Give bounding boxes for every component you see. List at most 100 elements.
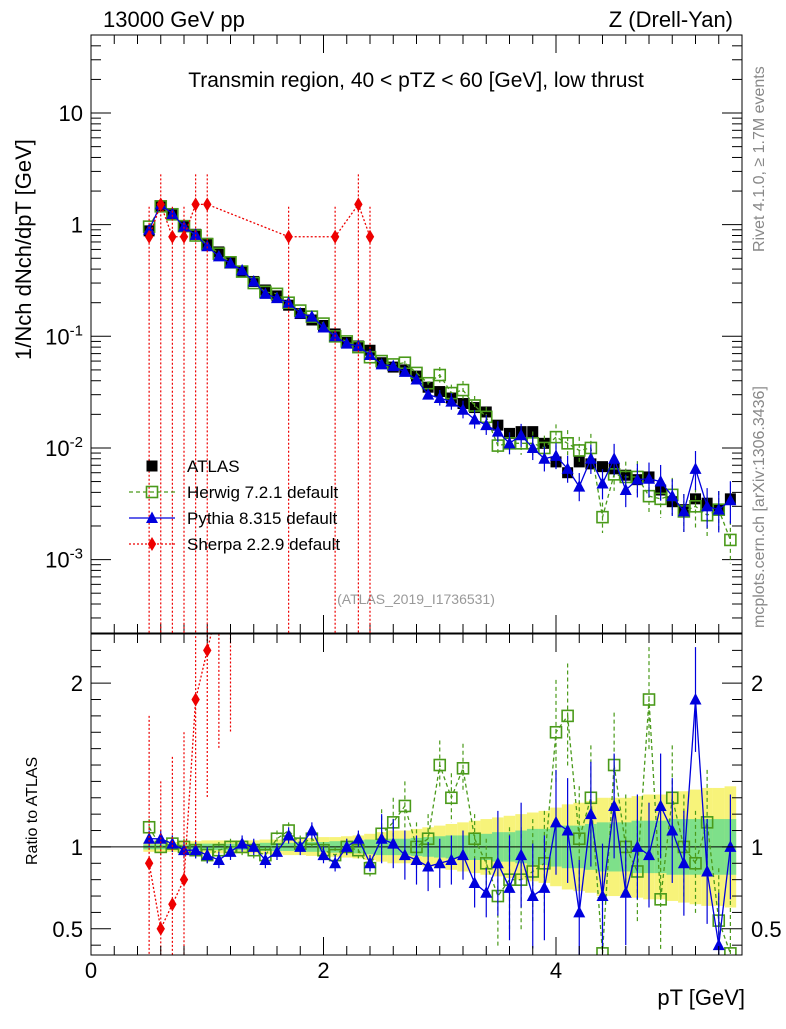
ratio-point-sherpa [144, 856, 154, 871]
ratio-point-pythia [294, 840, 307, 852]
ratio-point-pythia [677, 856, 690, 869]
ratio-point-pythia [189, 843, 202, 856]
point-pythia [224, 256, 237, 269]
point-pythia [526, 441, 539, 453]
point-pythia [584, 452, 597, 464]
ratio-point-pythia [515, 848, 528, 861]
ratio-point-herwig [724, 947, 737, 955]
x-tick-label: 2 [317, 958, 329, 983]
point-pythia [689, 462, 702, 474]
ratio-point-herwig [572, 832, 586, 846]
ratio-point-pythia [422, 860, 435, 872]
point-pythia [189, 228, 202, 240]
point-pythia [201, 239, 214, 252]
ratio-line-sherpa [148, 634, 212, 931]
top-ticks: 10 1 10-1 10-2 10-3 [45, 34, 743, 633]
ratio-point-pythia [538, 881, 551, 893]
legend-label-sherpa: Sherpa 2.2.9 default [187, 535, 340, 554]
ratio-point-herwig [654, 893, 667, 906]
ratio-point-pythia [410, 853, 423, 866]
series-sherpa [144, 174, 375, 633]
point-herwig [724, 533, 737, 547]
ratio-point-herwig [433, 758, 447, 772]
ratio-point-pythia [561, 824, 574, 836]
y-tick-label: 10-2 [45, 434, 83, 461]
y-axis-label-top: 1/Nch dNch/dpT [GeV] [11, 139, 36, 360]
ratio-point-pythia [631, 840, 644, 852]
ratio-point-sherpa [179, 872, 189, 887]
ratio-series [142, 634, 737, 955]
ratio-point-herwig [642, 693, 656, 706]
point-pythia [619, 483, 632, 496]
point-atlas [422, 381, 434, 393]
ratio-point-pythia [247, 840, 260, 852]
point-pythia [352, 339, 365, 351]
ratio-point-pythia [468, 876, 481, 888]
ratio-point-pythia [526, 889, 539, 902]
y-tick-label: 10-1 [45, 322, 83, 349]
point-pythia [596, 477, 609, 489]
mcplots-label: mcplots.cern.ch [arXiv:1306.3436] [751, 386, 768, 628]
ratio-point-pythia [387, 837, 400, 849]
point-pythia [398, 365, 411, 377]
point-pythia [468, 412, 481, 425]
legend-label-herwig: Herwig 7.2.1 default [187, 483, 338, 502]
ratio-point-pythia [340, 840, 353, 852]
ratio-point-pythia [503, 881, 516, 893]
ratio-point-pythia [619, 886, 632, 898]
point-herwig [561, 437, 574, 450]
point-pythia [561, 462, 574, 474]
ratio-point-pythia [724, 840, 737, 852]
ratio-point-pythia [201, 848, 214, 861]
point-pythia [677, 504, 690, 517]
point-pythia [573, 480, 586, 492]
ratio-point-herwig [398, 799, 412, 813]
ratio-point-pythia [212, 853, 225, 866]
ratio-point-pythia [701, 864, 714, 877]
chart-title: Transmin region, 40 < pTZ < 60 [GeV], lo… [188, 69, 644, 92]
point-pythia [515, 428, 528, 441]
point-pythia [410, 373, 423, 385]
ratio-point-sherpa [156, 921, 165, 936]
y-tick-label: 10-3 [45, 546, 83, 573]
ratio-point-pythia [666, 824, 679, 836]
ratio-point-pythia [236, 837, 249, 849]
point-sherpa [284, 229, 293, 244]
ratio-point-herwig [456, 761, 470, 775]
top-series [142, 174, 737, 633]
ratio-point-pythia [259, 853, 272, 866]
point-herwig [433, 368, 447, 382]
point-herwig [689, 500, 702, 513]
header-left: 13000 GeV pp [103, 7, 245, 32]
main-panel: Transmin region, 40 < pTZ < 60 [GeV], lo… [11, 34, 743, 634]
ratio-series-sherpa [144, 634, 232, 955]
point-pythia [433, 391, 446, 404]
ratio-point-pythia [352, 832, 365, 844]
legend-label-pythia: Pythia 8.315 default [187, 509, 338, 528]
ratio-series-pythia [143, 647, 737, 955]
ratio-point-sherpa [191, 692, 200, 707]
point-sherpa [179, 229, 189, 244]
ratio-y-tick-label-right: 1 [751, 835, 763, 860]
point-pythia [538, 452, 551, 464]
point-sherpa [330, 229, 340, 244]
ratio-point-pythia [491, 856, 504, 869]
point-pythia [282, 296, 295, 308]
ratio-point-pythia [643, 848, 655, 861]
rivet-version-label: Rivet 4.1.0, ≥ 1.7M events [751, 66, 768, 252]
ratio-point-pythia [457, 848, 469, 861]
point-sherpa [203, 197, 212, 212]
point-pythia [701, 499, 714, 512]
ratio-point-pythia [364, 856, 376, 869]
point-pythia [631, 473, 644, 485]
legend-marker-pythia [146, 511, 158, 523]
ratio-point-pythia [584, 807, 597, 820]
point-sherpa [168, 229, 177, 244]
x-axis-label: pT [GeV] [657, 985, 745, 1010]
point-pythia [166, 207, 179, 219]
ratio-y-tick-label-left: 0.5 [52, 917, 83, 942]
point-pythia [143, 223, 156, 235]
x-tick-label: 4 [550, 958, 562, 983]
point-atlas [573, 456, 585, 468]
ratio-point-sherpa [168, 897, 177, 912]
